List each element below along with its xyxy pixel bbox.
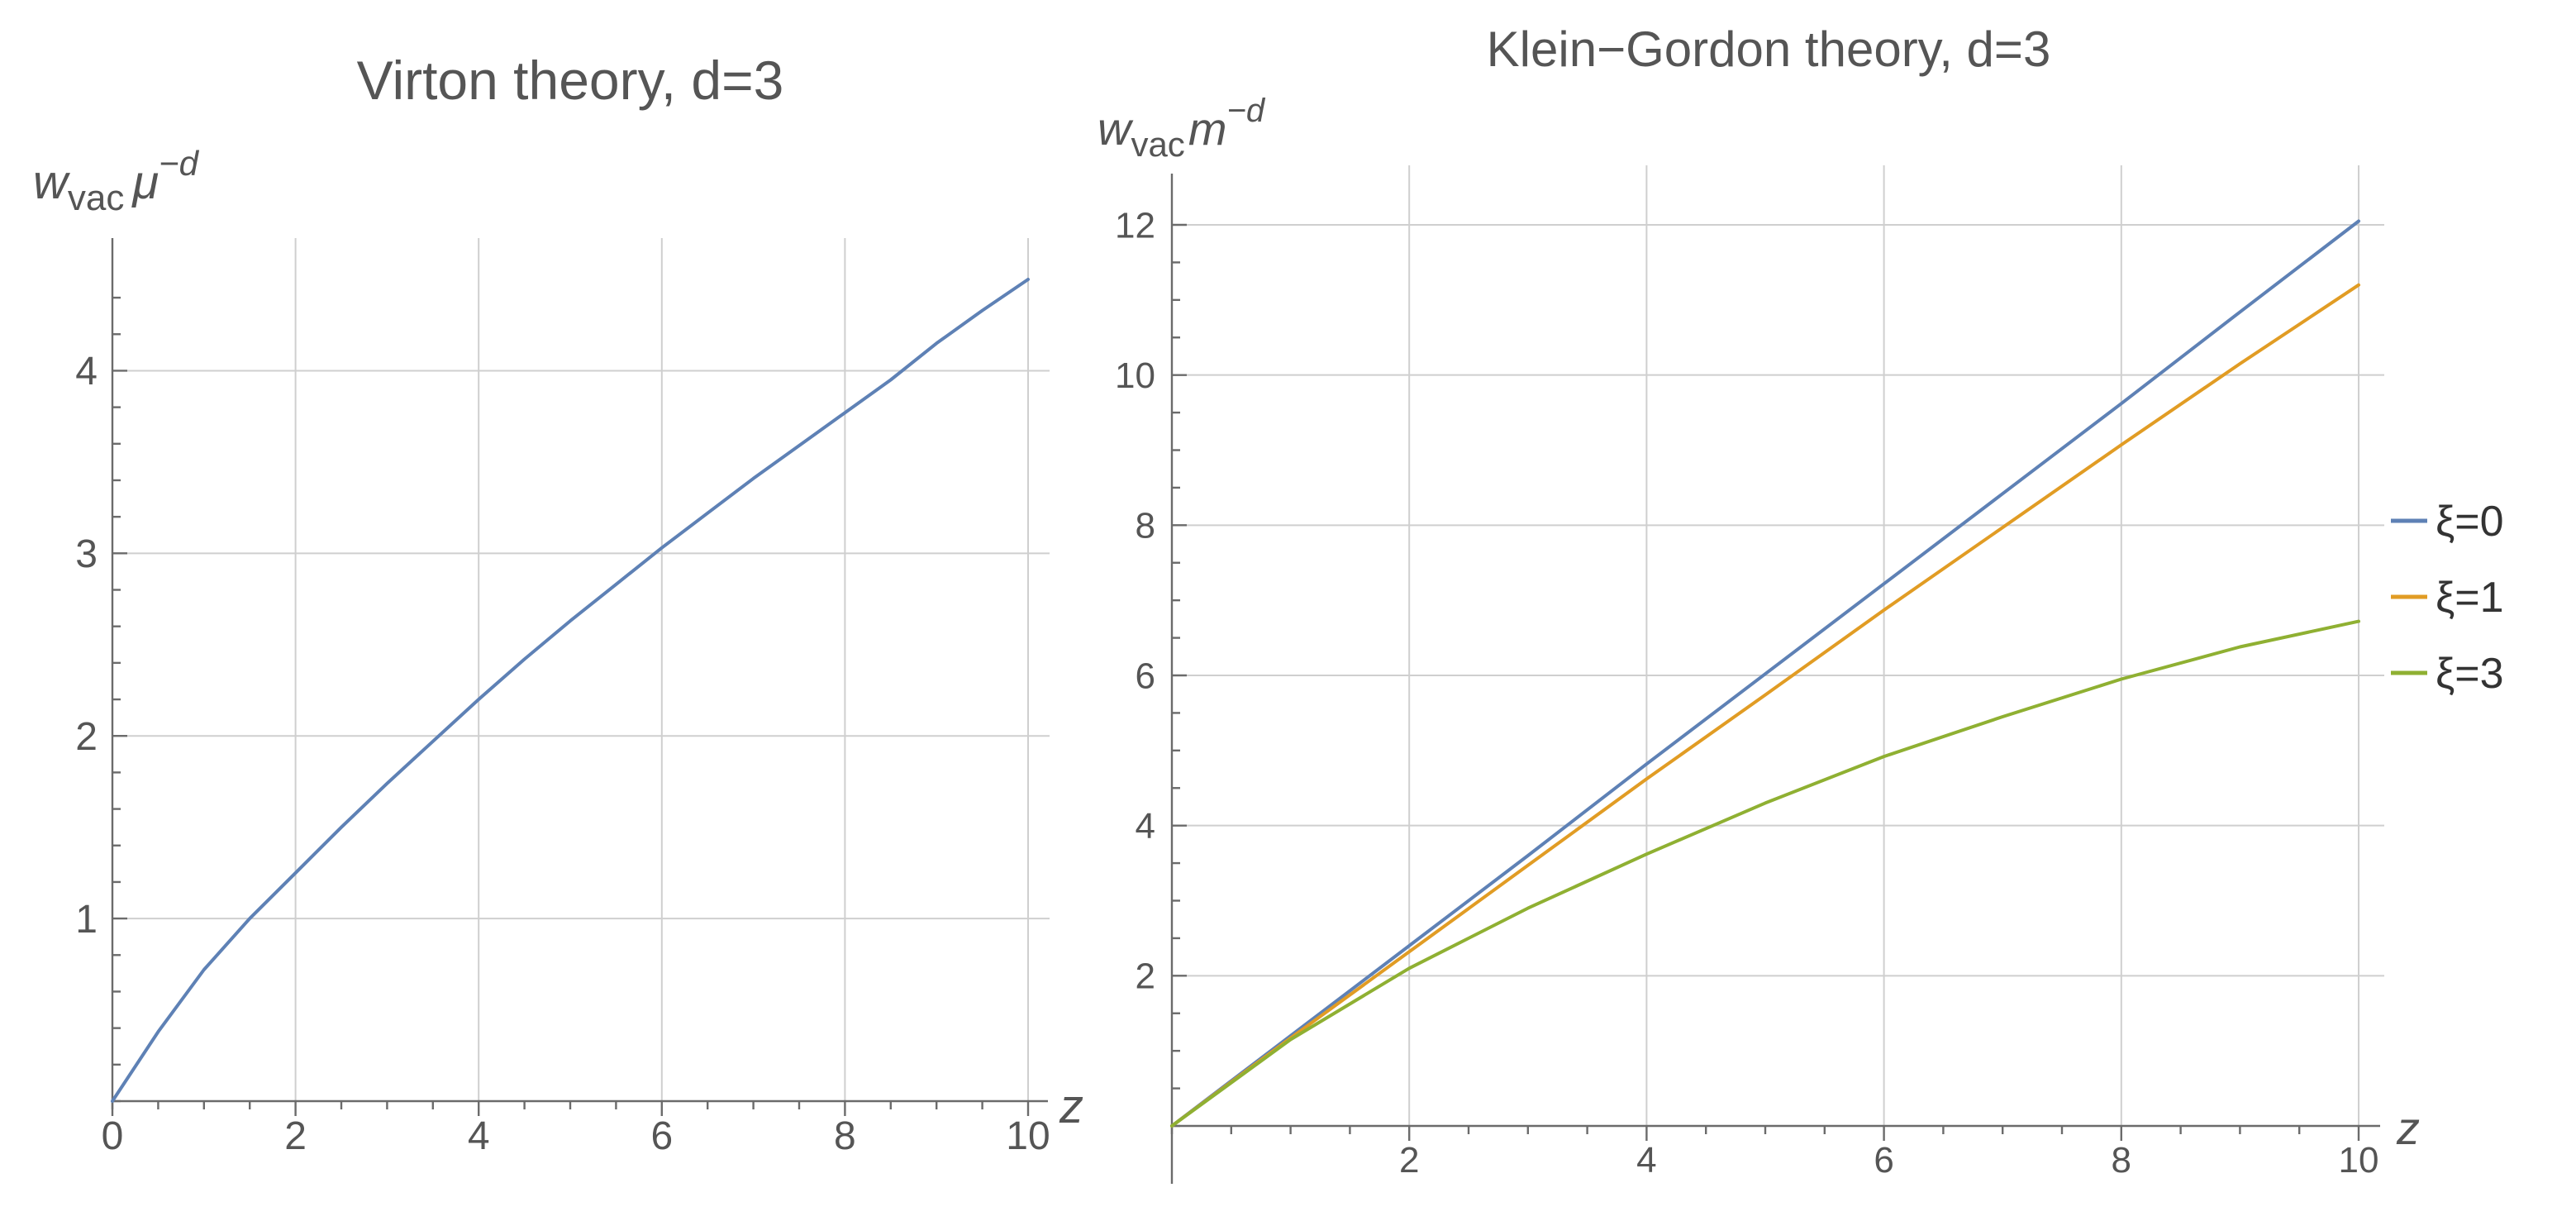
y-axis-label: wvacm−d (1098, 93, 1266, 164)
legend-label: ξ=1 (2436, 574, 2504, 622)
x-tick-label: 8 (834, 1114, 856, 1158)
x-tick-label: 8 (2112, 1140, 2131, 1180)
y-axis-label: wvac μ−d (33, 144, 200, 218)
legend: ξ=0 ξ=1 ξ=3 (2391, 498, 2504, 698)
series-group (1170, 219, 2360, 1128)
y-tick-label: 1 (75, 898, 98, 942)
y-tick-label: 10 (1115, 355, 1155, 396)
y-tick-label: 6 (1136, 656, 1155, 696)
x-tick-label: 6 (1874, 1140, 1893, 1180)
chart-title: Virton theory, d=3 (357, 50, 784, 111)
x-tick-label: 4 (1636, 1140, 1656, 1180)
y-tick-label: 4 (75, 350, 98, 393)
axes (111, 238, 1048, 1109)
grid (1172, 165, 2384, 1126)
y-axis-label-base: w (1098, 103, 1134, 155)
y-tick-label: 3 (75, 532, 98, 576)
klein-gordon-chart: Klein−Gordon theory, d=3 wvacm−d z 2 4 6 8 1… (1098, 21, 2504, 1184)
y-axis-label-sup: −d (1226, 93, 1265, 129)
series-group (111, 278, 1030, 1103)
x-tick-label: 6 (650, 1114, 673, 1158)
y-tick-label: 2 (1136, 956, 1155, 997)
chart-title: Klein−Gordon theory, d=3 (1487, 21, 2051, 77)
x-tick-label: 4 (468, 1114, 490, 1158)
x-tick-label: 2 (1399, 1140, 1419, 1180)
legend-label: ξ=3 (2436, 650, 2504, 698)
y-tick-label: 2 (75, 715, 98, 759)
x-axis-label: z (2396, 1102, 2420, 1154)
ticks: 2 4 6 8 10 2 4 6 8 10 12 (1115, 205, 2378, 1180)
series-line-series-0 (111, 278, 1030, 1103)
x-tick-label: 2 (284, 1114, 307, 1158)
series-line-ξ=1 (1170, 283, 2360, 1128)
x-axis-label: z (1059, 1080, 1083, 1133)
series-line-ξ=3 (1170, 619, 2360, 1128)
grid (112, 238, 1050, 1101)
y-tick-label: 8 (1136, 506, 1155, 546)
y-axis-label-sub: vac (1131, 125, 1184, 164)
x-tick-label: 0 (102, 1114, 124, 1158)
y-tick-label: 4 (1136, 806, 1155, 847)
y-axis-label-mid: m (1188, 103, 1227, 155)
axes (1170, 174, 2380, 1184)
x-tick-label: 10 (1006, 1114, 1050, 1158)
x-tick-label: 10 (2339, 1140, 2379, 1180)
y-axis-label-mid: μ (131, 155, 159, 209)
series-line-ξ=0 (1170, 219, 2360, 1128)
y-axis-label-sup: −d (159, 144, 200, 183)
y-axis-label-sub: vac (68, 178, 124, 218)
y-axis-label-base: w (33, 155, 70, 209)
legend-label: ξ=0 (2436, 498, 2504, 546)
y-tick-label: 12 (1115, 205, 1155, 246)
